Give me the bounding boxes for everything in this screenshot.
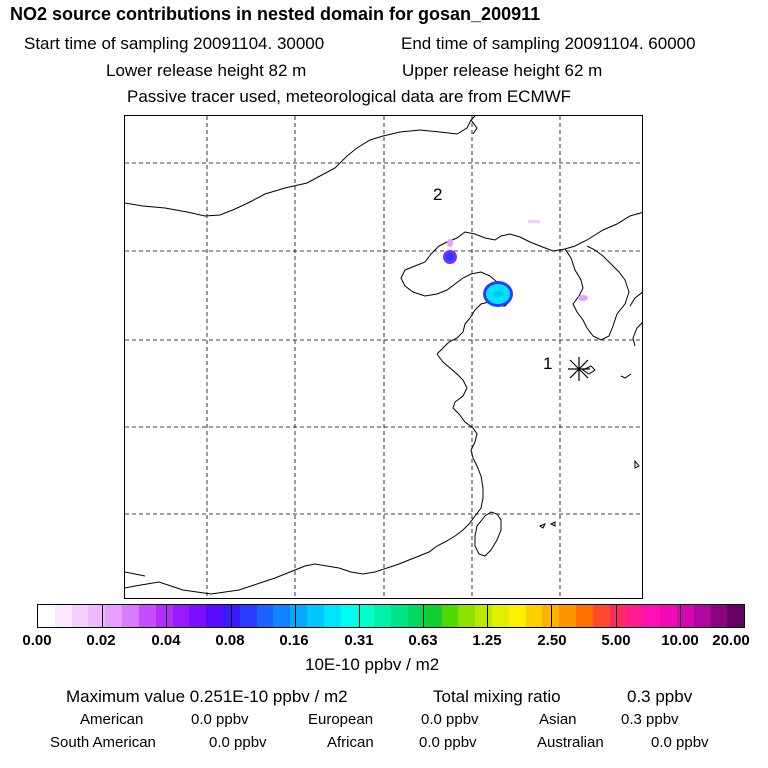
asian-label: Asian <box>539 711 577 728</box>
colorbar-tick: 5.00 <box>601 632 631 649</box>
color-swatch <box>407 605 425 627</box>
american-value: 0.0 ppbv <box>191 711 249 728</box>
color-swatch <box>525 605 543 627</box>
color-swatch <box>643 605 661 627</box>
colorbar-tick: 1.25 <box>472 632 502 649</box>
colorbar-tick: 0.63 <box>408 632 438 649</box>
end-time-label: End time of sampling 20091104. 60000 <box>401 34 696 53</box>
color-swatch <box>491 605 509 627</box>
colorbar-tick: 0.02 <box>86 632 116 649</box>
colorbar-tick: 20.00 <box>712 632 750 649</box>
color-swatch <box>676 605 694 627</box>
colorbar-divider <box>679 605 681 627</box>
color-swatch <box>559 605 576 627</box>
color-swatch <box>458 605 476 627</box>
color-swatch <box>357 605 375 627</box>
color-swatch <box>323 605 341 627</box>
australian-value: 0.0 ppbv <box>651 734 709 751</box>
site-label-2: 2 <box>433 185 442 204</box>
color-swatch <box>307 605 324 627</box>
african-value: 0.0 ppbv <box>419 734 477 751</box>
total-mixing-value: 0.3 ppbv <box>627 687 693 706</box>
colorbar-divider <box>166 605 168 627</box>
color-scale-bar <box>37 604 745 628</box>
color-swatch <box>441 605 459 627</box>
color-swatch <box>576 605 593 627</box>
maximum-value: Maximum value 0.251E-10 ppbv / m2 <box>66 687 348 706</box>
colorbar-tick: 0.04 <box>151 632 181 649</box>
lat-lon-grid <box>125 116 642 598</box>
color-swatch <box>290 605 307 627</box>
colorbar-tick: 2.50 <box>537 632 567 649</box>
color-swatch <box>138 605 156 627</box>
map-panel: 2 1 <box>124 115 643 599</box>
colorbar-tick: 10.00 <box>661 632 699 649</box>
upper-release-label: Upper release height 62 m <box>402 61 603 80</box>
colorbar-units: 10E-10 ppbv / m2 <box>305 655 440 674</box>
color-swatch <box>155 605 173 627</box>
color-swatch <box>693 605 711 627</box>
color-swatch <box>122 605 139 627</box>
colorbar-divider <box>423 605 425 627</box>
south-american-label: South American <box>50 734 156 751</box>
color-swatch <box>508 605 526 627</box>
tracer-note: Passive tracer used, meteorological data… <box>127 87 572 106</box>
color-swatch <box>727 605 745 627</box>
start-time-label: Start time of sampling 20091104. 30000 <box>24 34 325 53</box>
color-swatch <box>38 605 55 627</box>
colorbar-tick: 0.00 <box>22 632 52 649</box>
color-swatch <box>256 605 274 627</box>
color-swatch <box>239 605 257 627</box>
european-label: European <box>308 711 374 728</box>
colorbar-divider <box>358 605 360 627</box>
color-swatch <box>88 605 106 627</box>
color-swatch <box>592 605 610 627</box>
european-value: 0.0 ppbv <box>421 711 479 728</box>
receptor-marker <box>568 357 590 381</box>
colorbar-tick: 0.31 <box>344 632 374 649</box>
colorbar-divider <box>294 605 296 627</box>
map-canvas: 2 1 <box>125 116 642 598</box>
color-swatch <box>71 605 89 627</box>
color-swatch <box>273 605 291 627</box>
total-mixing-label: Total mixing ratio <box>433 687 561 706</box>
color-swatch <box>105 605 123 627</box>
color-swatch <box>660 605 677 627</box>
south-american-value: 0.0 ppbv <box>209 734 267 751</box>
american-label: American <box>80 711 144 728</box>
color-swatch <box>189 605 207 627</box>
lower-release-label: Lower release height 82 m <box>106 61 307 80</box>
color-swatch <box>374 605 392 627</box>
african-label: African <box>327 734 374 751</box>
concentration-features <box>443 220 588 307</box>
color-swatch <box>542 605 560 627</box>
asian-value: 0.3 ppbv <box>621 711 679 728</box>
colorbar-divider <box>487 605 489 627</box>
color-swatch <box>710 605 728 627</box>
plot-title: NO2 source contributions in nested domai… <box>10 4 541 24</box>
australian-label: Australian <box>537 734 604 751</box>
colorbar-divider <box>551 605 553 627</box>
colorbar-tick: 0.08 <box>215 632 245 649</box>
color-swatch <box>340 605 358 627</box>
colorbar-divider <box>615 605 617 627</box>
colorbar-divider <box>230 605 232 627</box>
color-swatch <box>206 605 223 627</box>
site-label-1: 1 <box>543 354 552 373</box>
colorbar-divider <box>102 605 104 627</box>
color-swatch <box>424 605 442 627</box>
color-swatch <box>172 605 190 627</box>
color-swatch <box>626 605 644 627</box>
color-swatch <box>475 605 492 627</box>
color-swatch <box>391 605 408 627</box>
color-swatch <box>54 605 72 627</box>
colorbar-tick: 0.16 <box>279 632 309 649</box>
color-swatch <box>609 605 627 627</box>
